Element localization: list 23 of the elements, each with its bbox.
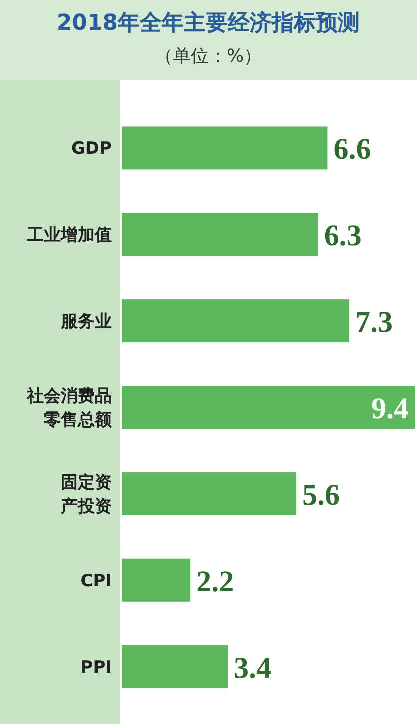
y-tick-label: 服务业: [60, 312, 112, 332]
bar: [122, 213, 318, 256]
bar: [122, 126, 328, 170]
bar: [122, 386, 415, 429]
data-label: 7.3: [356, 306, 394, 340]
bar: [122, 300, 350, 343]
y-tick-label: 工业增加值: [26, 226, 112, 246]
data-label: 2.2: [196, 565, 234, 598]
y-tick-label: 固定资产投资: [60, 472, 112, 517]
bar: [122, 472, 297, 516]
data-label: 3.4: [234, 652, 272, 685]
bar: [122, 558, 191, 602]
data-label: 5.6: [302, 478, 340, 512]
data-label: 6.6: [334, 133, 372, 166]
data-label: 6.3: [324, 220, 362, 253]
y-tick-label: PPI: [80, 658, 112, 678]
chart-subtitle: （单位：%）: [154, 46, 262, 67]
y-tick-label: GDP: [71, 139, 112, 160]
data-label: 9.4: [372, 392, 409, 426]
bar: [122, 645, 228, 688]
y-tick-label: CPI: [80, 571, 112, 592]
chart-title: 2018年全年主要经济指标预测: [56, 10, 360, 36]
y-tick-label: 社会消费品零售总额: [26, 386, 113, 430]
